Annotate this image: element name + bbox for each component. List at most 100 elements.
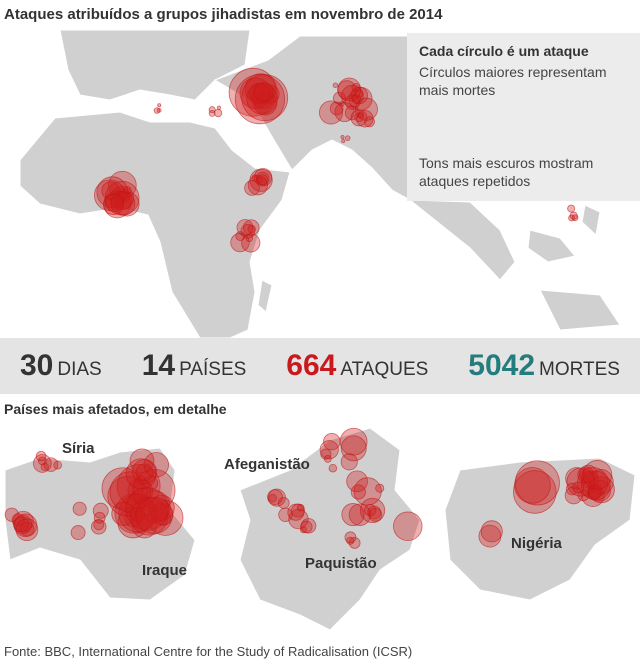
attack-circle	[70, 525, 86, 541]
legend: Cada círculo é um ataque Círculos maiore…	[407, 33, 640, 201]
attack-circle	[153, 107, 161, 114]
attack-circle	[513, 470, 557, 514]
attack-circle	[353, 477, 382, 506]
africa	[19, 111, 291, 339]
source: Fonte: BBC, International Centre for the…	[4, 644, 413, 659]
attack-circle	[135, 496, 173, 535]
asia	[213, 35, 411, 201]
stat-value: 5042	[468, 349, 536, 382]
country-label: Nigéria	[511, 535, 562, 552]
country-label: Paquistão	[305, 555, 377, 572]
attack-circle	[340, 435, 367, 462]
attack-circle	[268, 493, 277, 503]
world-map	[19, 29, 621, 339]
attack-circle	[339, 101, 345, 107]
attack-circle	[346, 536, 355, 545]
syria-iraq-map	[4, 447, 196, 601]
attack-circles	[4, 67, 615, 549]
attack-circle	[208, 109, 216, 117]
attack-circle	[300, 518, 317, 534]
attack-circle	[357, 111, 365, 119]
attack-circle	[581, 483, 605, 508]
attack-circle	[323, 432, 341, 451]
stats-bar: 30 DIAS 14 PAÍSES 664 ATAQUES 5042 MORTES	[0, 338, 640, 394]
attack-circle	[157, 103, 162, 108]
stat-value: 30	[19, 349, 54, 382]
attack-circle	[253, 168, 273, 187]
attack-circle	[143, 452, 169, 478]
stat-label: DIAS	[57, 359, 102, 380]
attack-circle	[346, 470, 368, 493]
attack-circle	[582, 460, 613, 490]
attack-circle	[13, 515, 33, 534]
attack-circle	[143, 475, 159, 491]
attack-circle	[375, 483, 385, 493]
country-label: Afeganistão	[224, 456, 310, 473]
country-label: Iraque	[142, 562, 188, 579]
attack-circle	[239, 77, 272, 109]
attack-circle	[297, 504, 305, 512]
attack-circle	[90, 519, 107, 535]
attack-circle	[341, 503, 365, 527]
attack-circle	[244, 180, 260, 196]
attack-circle	[255, 171, 270, 186]
attack-circle	[247, 224, 256, 234]
attack-circle	[107, 476, 149, 517]
stat: 664 ATAQUES	[286, 349, 428, 383]
attack-circle	[125, 458, 157, 490]
attack-circle	[341, 138, 346, 144]
attack-circle	[340, 134, 345, 140]
attack-circle	[208, 106, 216, 114]
attack-circle	[300, 526, 307, 534]
attack-circle	[571, 214, 579, 222]
attack-circle	[291, 503, 305, 518]
attack-circle	[332, 82, 339, 88]
attack-circle	[323, 454, 332, 463]
attack-circle	[567, 204, 576, 213]
legend-note: Tons mais escuros mostram ataques repeti…	[419, 155, 594, 189]
title: Ataques atribuídos a grupos jihadistas e…	[4, 6, 443, 23]
islands	[527, 204, 621, 331]
south-east-asia	[408, 199, 516, 281]
country-label: Síria	[62, 440, 95, 457]
attack-circle	[103, 194, 124, 216]
attack-circle	[480, 520, 503, 543]
attack-circle	[572, 481, 584, 494]
europe	[59, 29, 251, 101]
attack-circle	[564, 486, 583, 505]
legend-title: Cada círculo é um ataque	[419, 43, 589, 59]
attack-circle	[514, 467, 551, 504]
madagascar	[257, 279, 273, 313]
attack-circle	[587, 486, 602, 500]
stat-value: 664	[286, 349, 337, 382]
attack-circle	[359, 497, 386, 524]
attack-circle	[72, 501, 87, 516]
stat: 14 PAÍSES	[142, 349, 247, 383]
attack-circle	[241, 233, 261, 253]
attack-circle	[35, 450, 47, 462]
attack-circle	[278, 507, 293, 522]
attack-circle	[243, 219, 260, 236]
attack-circle	[328, 463, 338, 473]
stat: 30 DIAS	[20, 349, 102, 383]
attack-circle	[110, 191, 136, 216]
attack-circle	[344, 135, 351, 141]
stat-value: 14	[141, 349, 176, 382]
attack-circle	[135, 463, 154, 482]
detail-title: Países mais afetados, em detalhe	[4, 401, 227, 417]
attack-circle	[15, 518, 39, 542]
attack-circle	[228, 67, 278, 117]
attack-circle	[368, 507, 383, 522]
attack-circle	[117, 507, 149, 539]
attack-circle	[393, 511, 423, 541]
attack-circle	[587, 476, 615, 504]
attack-circle	[216, 105, 222, 110]
stat-label: PAÍSES	[179, 359, 247, 380]
stat-label: ATAQUES	[340, 359, 429, 380]
attack-circle	[214, 108, 223, 118]
afghanistan-pakistan-map	[239, 427, 421, 631]
attack-circle	[350, 109, 368, 127]
attack-circle	[340, 453, 358, 471]
